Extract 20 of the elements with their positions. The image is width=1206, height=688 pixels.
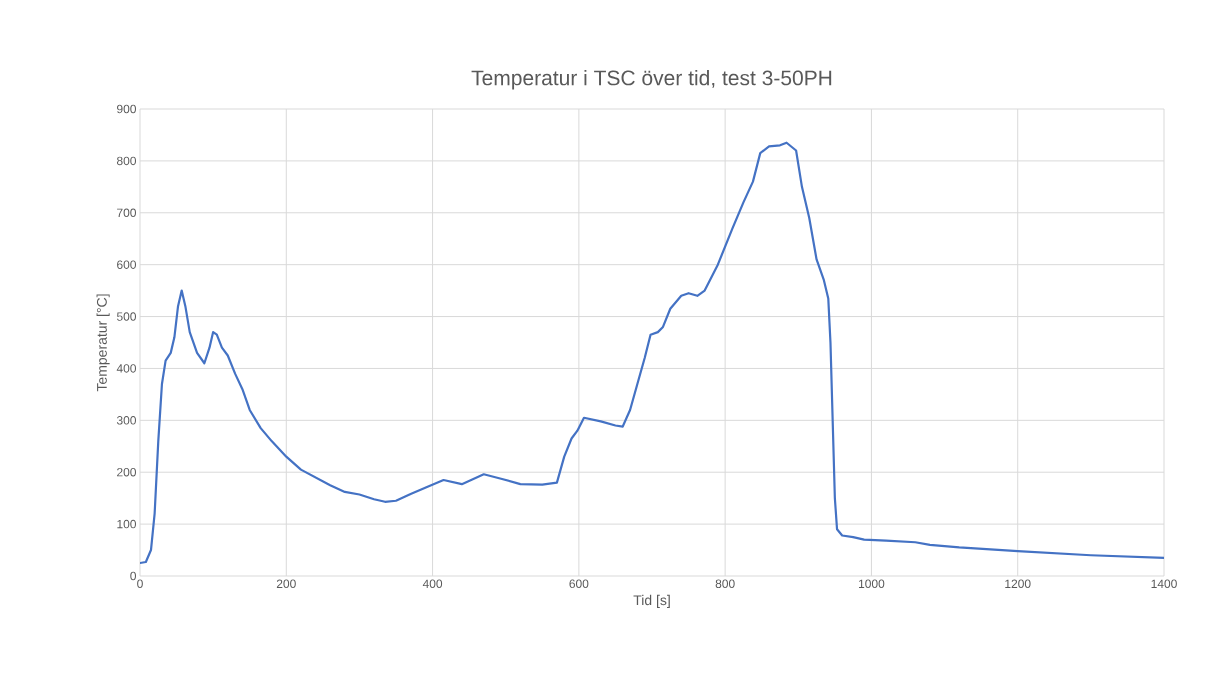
x-tick-label: 1000 xyxy=(859,579,885,589)
y-tick-label: 100 xyxy=(117,519,137,529)
x-tick-label: 1200 xyxy=(1005,579,1031,589)
y-tick-label: 700 xyxy=(117,208,137,218)
y-tick-label: 400 xyxy=(116,364,137,373)
y-tick-label: 900 xyxy=(117,104,137,114)
x-tick-label: 800 xyxy=(715,579,735,589)
y-tick-label: 500 xyxy=(116,312,137,321)
x-tick-label: 600 xyxy=(569,579,589,589)
x-tick-label: 400 xyxy=(422,579,443,589)
chart-title: Temperatur i TSC över tid, test 3-50PH xyxy=(471,69,832,90)
x-tick-label: 1400 xyxy=(1151,579,1177,589)
x-axis-title: Tid [s] xyxy=(633,594,670,608)
x-tick-label: 200 xyxy=(276,579,296,589)
y-axis-title: Temperatur [°C] xyxy=(96,294,110,392)
y-tick-label: 300 xyxy=(116,416,137,425)
y-tick-label: 0 xyxy=(130,571,137,581)
y-tick-label: 600 xyxy=(117,260,137,269)
y-tick-label: 200 xyxy=(117,467,137,477)
y-tick-label: 800 xyxy=(116,156,137,166)
